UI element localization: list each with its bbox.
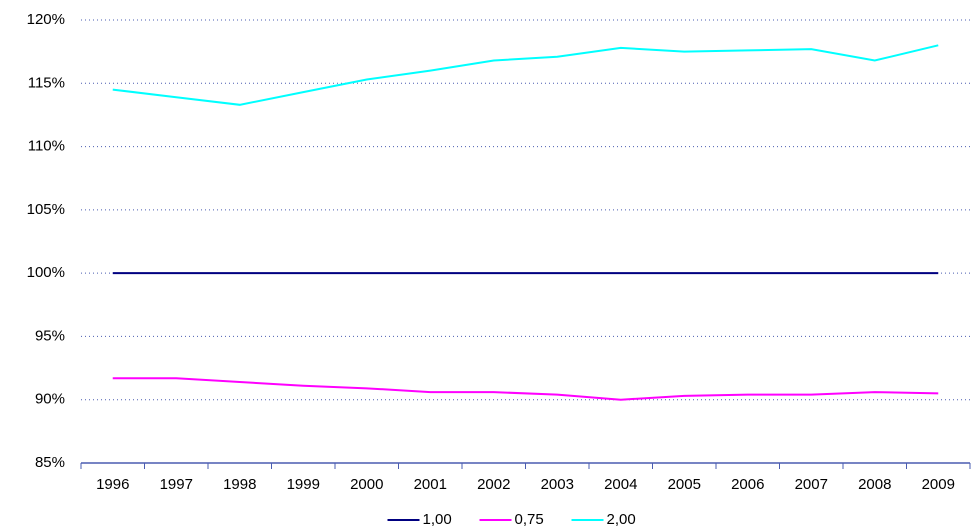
x-tick-label: 2002 — [477, 476, 510, 493]
legend-label: 0,75 — [515, 511, 544, 528]
x-tick-label: 1997 — [160, 476, 193, 493]
x-tick-label: 2003 — [541, 476, 574, 493]
x-tick-label: 2004 — [604, 476, 637, 493]
x-tick-label: 2000 — [350, 476, 383, 493]
x-tick-label: 2007 — [795, 476, 828, 493]
x-tick-label: 1996 — [96, 476, 129, 493]
x-tick-label: 2006 — [731, 476, 764, 493]
y-tick-label: 85% — [35, 454, 65, 471]
y-tick-label: 100% — [27, 264, 65, 281]
y-tick-label: 120% — [27, 11, 65, 28]
x-tick-label: 1999 — [287, 476, 320, 493]
y-tick-label: 110% — [28, 138, 65, 155]
y-tick-label: 115% — [28, 74, 65, 91]
legend-label: 2,00 — [607, 511, 636, 528]
x-tick-label: 2001 — [414, 476, 447, 493]
series-line — [112, 377, 939, 401]
x-tick-label: 1998 — [223, 476, 256, 493]
y-tick-label: 90% — [35, 391, 65, 408]
x-tick-label: 2009 — [922, 476, 955, 493]
legend-label: 1,00 — [423, 511, 452, 528]
x-tick-label: 2005 — [668, 476, 701, 493]
x-tick-label: 2008 — [858, 476, 891, 493]
series-line — [112, 44, 939, 106]
y-tick-label: 95% — [35, 327, 65, 344]
y-tick-label: 105% — [27, 201, 65, 218]
